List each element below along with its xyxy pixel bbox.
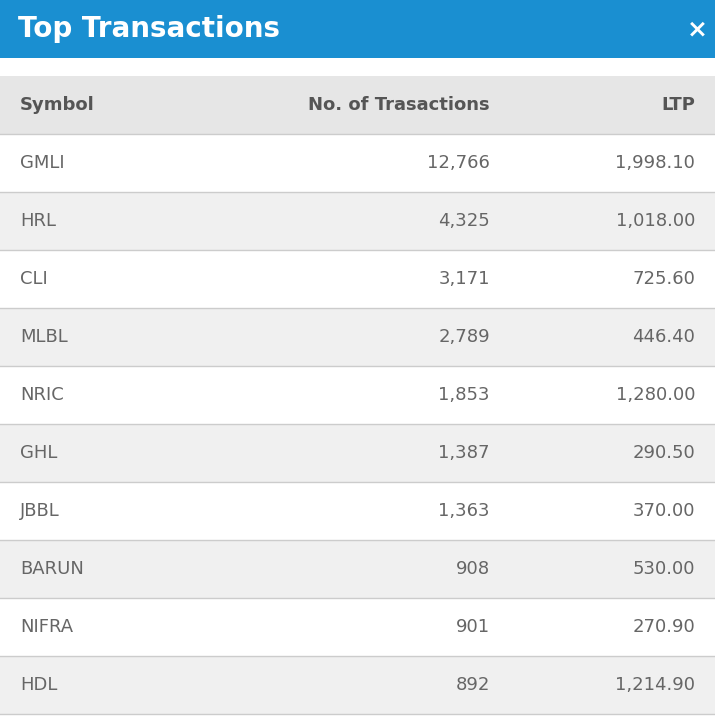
Text: 530.00: 530.00 [633, 560, 695, 578]
Text: 892: 892 [455, 676, 490, 694]
Text: 4,325: 4,325 [438, 212, 490, 230]
Text: Symbol: Symbol [20, 96, 95, 114]
Text: 370.00: 370.00 [633, 502, 695, 520]
Text: No. of Trasactions: No. of Trasactions [308, 96, 490, 114]
Bar [0, 250, 715, 308]
Bar [0, 656, 715, 714]
Text: 901: 901 [456, 618, 490, 636]
Text: 12,766: 12,766 [427, 154, 490, 172]
Text: 1,363: 1,363 [438, 502, 490, 520]
Text: JBBL: JBBL [20, 502, 60, 520]
Text: BARUN: BARUN [20, 560, 84, 578]
Text: 270.90: 270.90 [632, 618, 695, 636]
Text: Top Transactions: Top Transactions [18, 15, 280, 43]
Text: 725.60: 725.60 [632, 270, 695, 288]
Text: NIFRA: NIFRA [20, 618, 73, 636]
Text: 1,280.00: 1,280.00 [616, 386, 695, 404]
Bar [0, 424, 715, 482]
Text: 446.40: 446.40 [632, 328, 695, 346]
Bar [0, 540, 715, 598]
Bar [0, 308, 715, 366]
Text: GHL: GHL [20, 444, 57, 462]
Bar [0, 598, 715, 656]
Bar [0, 76, 715, 134]
Bar [0, 192, 715, 250]
Text: ×: × [686, 17, 708, 41]
Text: MLBL: MLBL [20, 328, 68, 346]
Text: HRL: HRL [20, 212, 56, 230]
Bar [0, 366, 715, 424]
Text: 1,214.90: 1,214.90 [615, 676, 695, 694]
Text: 1,998.10: 1,998.10 [615, 154, 695, 172]
Text: 1,387: 1,387 [438, 444, 490, 462]
Text: CLI: CLI [20, 270, 48, 288]
Bar [0, 134, 715, 192]
Text: 1,853: 1,853 [438, 386, 490, 404]
Text: 290.50: 290.50 [632, 444, 695, 462]
Text: GMLI: GMLI [20, 154, 64, 172]
Text: HDL: HDL [20, 676, 57, 694]
Text: 908: 908 [456, 560, 490, 578]
Text: NRIC: NRIC [20, 386, 64, 404]
Bar [0, 0, 715, 58]
Text: 1,018.00: 1,018.00 [616, 212, 695, 230]
Text: LTP: LTP [661, 96, 695, 114]
Text: 3,171: 3,171 [438, 270, 490, 288]
Bar [0, 482, 715, 540]
Text: 2,789: 2,789 [438, 328, 490, 346]
